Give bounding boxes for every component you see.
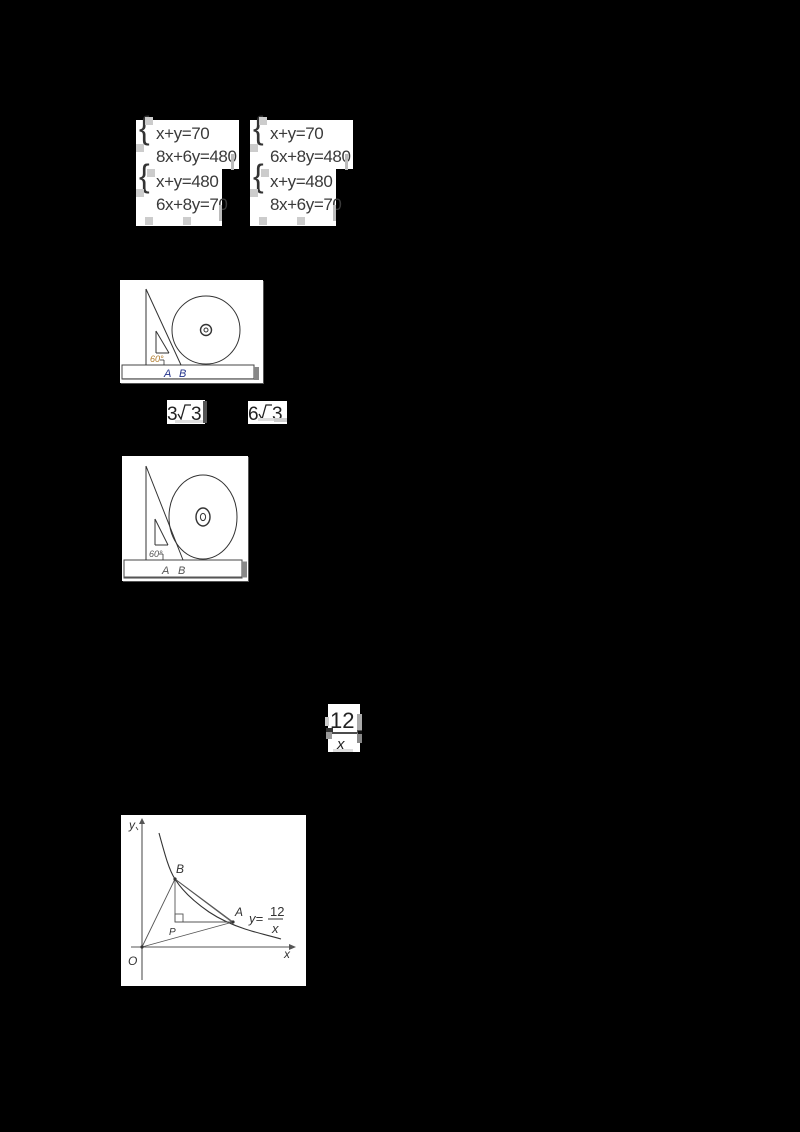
svg-text:60°: 60°: [150, 354, 164, 364]
svg-text:P: P: [169, 927, 176, 938]
svg-text:12: 12: [270, 904, 284, 919]
svg-text:A: A: [234, 905, 243, 919]
svg-text:B: B: [176, 862, 184, 876]
svg-text:O: O: [128, 954, 137, 968]
svg-text:y=: y=: [248, 911, 264, 926]
svg-text:12: 12: [330, 708, 354, 733]
svg-text:B: B: [179, 368, 186, 380]
svg-text:6: 6: [248, 404, 259, 424]
svg-text:60°: 60°: [149, 549, 163, 559]
svg-text:A: A: [163, 368, 171, 380]
svg-text:B: B: [178, 565, 185, 577]
svg-text:A: A: [161, 565, 169, 577]
svg-text:x: x: [283, 947, 291, 961]
svg-text:x: x: [271, 921, 279, 936]
svg-text:y: y: [128, 818, 136, 832]
